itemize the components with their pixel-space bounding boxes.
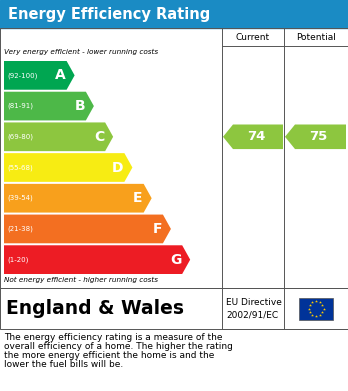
- Text: C: C: [94, 130, 104, 144]
- Text: Energy Efficiency Rating: Energy Efficiency Rating: [8, 7, 210, 22]
- Text: (39-54): (39-54): [7, 195, 33, 201]
- Polygon shape: [4, 61, 74, 90]
- Polygon shape: [4, 245, 190, 274]
- Bar: [0, 288, 348, 329]
- Text: E: E: [133, 191, 143, 205]
- Text: (55-68): (55-68): [7, 164, 33, 171]
- Text: 75: 75: [309, 130, 327, 143]
- Text: EU Directive
2002/91/EC: EU Directive 2002/91/EC: [226, 298, 282, 319]
- Bar: [0, 28, 348, 288]
- Polygon shape: [4, 92, 94, 120]
- Polygon shape: [4, 215, 171, 243]
- Polygon shape: [4, 184, 152, 213]
- Text: overall efficiency of a home. The higher the rating: overall efficiency of a home. The higher…: [4, 342, 233, 351]
- Text: Very energy efficient - lower running costs: Very energy efficient - lower running co…: [4, 49, 158, 55]
- Text: (69-80): (69-80): [7, 134, 33, 140]
- Text: England & Wales: England & Wales: [6, 299, 184, 318]
- Polygon shape: [223, 124, 283, 149]
- Text: G: G: [170, 253, 181, 267]
- Text: B: B: [74, 99, 85, 113]
- Text: (81-91): (81-91): [7, 103, 33, 109]
- Text: Potential: Potential: [296, 32, 336, 41]
- Bar: [299, 298, 333, 319]
- Text: the more energy efficient the home is and the: the more energy efficient the home is an…: [4, 351, 214, 360]
- Text: (92-100): (92-100): [7, 72, 37, 79]
- Text: (21-38): (21-38): [7, 226, 33, 232]
- Text: (1-20): (1-20): [7, 256, 29, 263]
- Text: Not energy efficient - higher running costs: Not energy efficient - higher running co…: [4, 277, 158, 283]
- Text: The energy efficiency rating is a measure of the: The energy efficiency rating is a measur…: [4, 333, 222, 342]
- Bar: [0, 0, 348, 28]
- Polygon shape: [4, 153, 132, 182]
- Text: 74: 74: [247, 130, 265, 143]
- Polygon shape: [4, 122, 113, 151]
- Polygon shape: [285, 124, 346, 149]
- Text: A: A: [55, 68, 66, 83]
- Text: Current: Current: [236, 32, 270, 41]
- Text: F: F: [152, 222, 162, 236]
- Text: D: D: [112, 160, 124, 174]
- Text: lower the fuel bills will be.: lower the fuel bills will be.: [4, 360, 123, 369]
